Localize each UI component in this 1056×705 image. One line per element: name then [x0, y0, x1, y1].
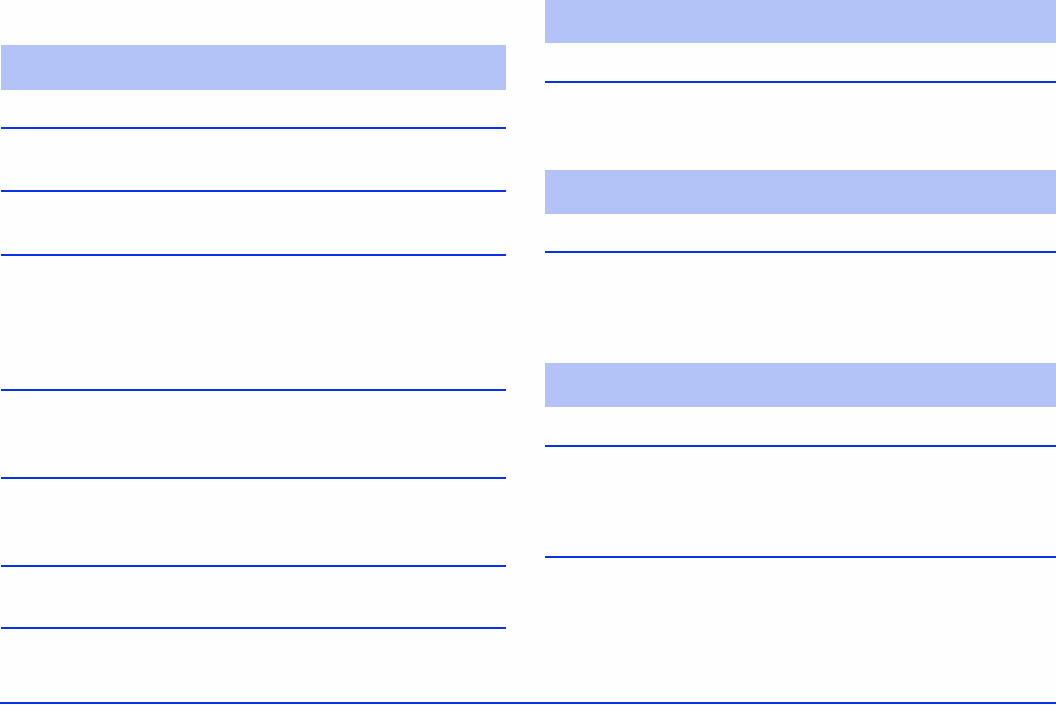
row-divider — [545, 251, 1056, 253]
right-table-3-header — [545, 363, 1056, 407]
row-divider — [1, 127, 506, 129]
page-footer-rule — [0, 702, 1056, 704]
row-divider — [1, 565, 506, 567]
row-divider — [545, 445, 1056, 447]
right-table-1-header — [545, 0, 1056, 43]
row-divider — [545, 81, 1056, 83]
row-divider — [545, 556, 1056, 558]
right-table-2-header — [545, 170, 1056, 214]
row-divider — [1, 477, 506, 479]
row-divider — [1, 389, 506, 391]
row-divider — [1, 190, 506, 192]
left-table-header — [1, 45, 506, 90]
row-divider — [1, 254, 506, 256]
row-divider — [1, 627, 506, 629]
